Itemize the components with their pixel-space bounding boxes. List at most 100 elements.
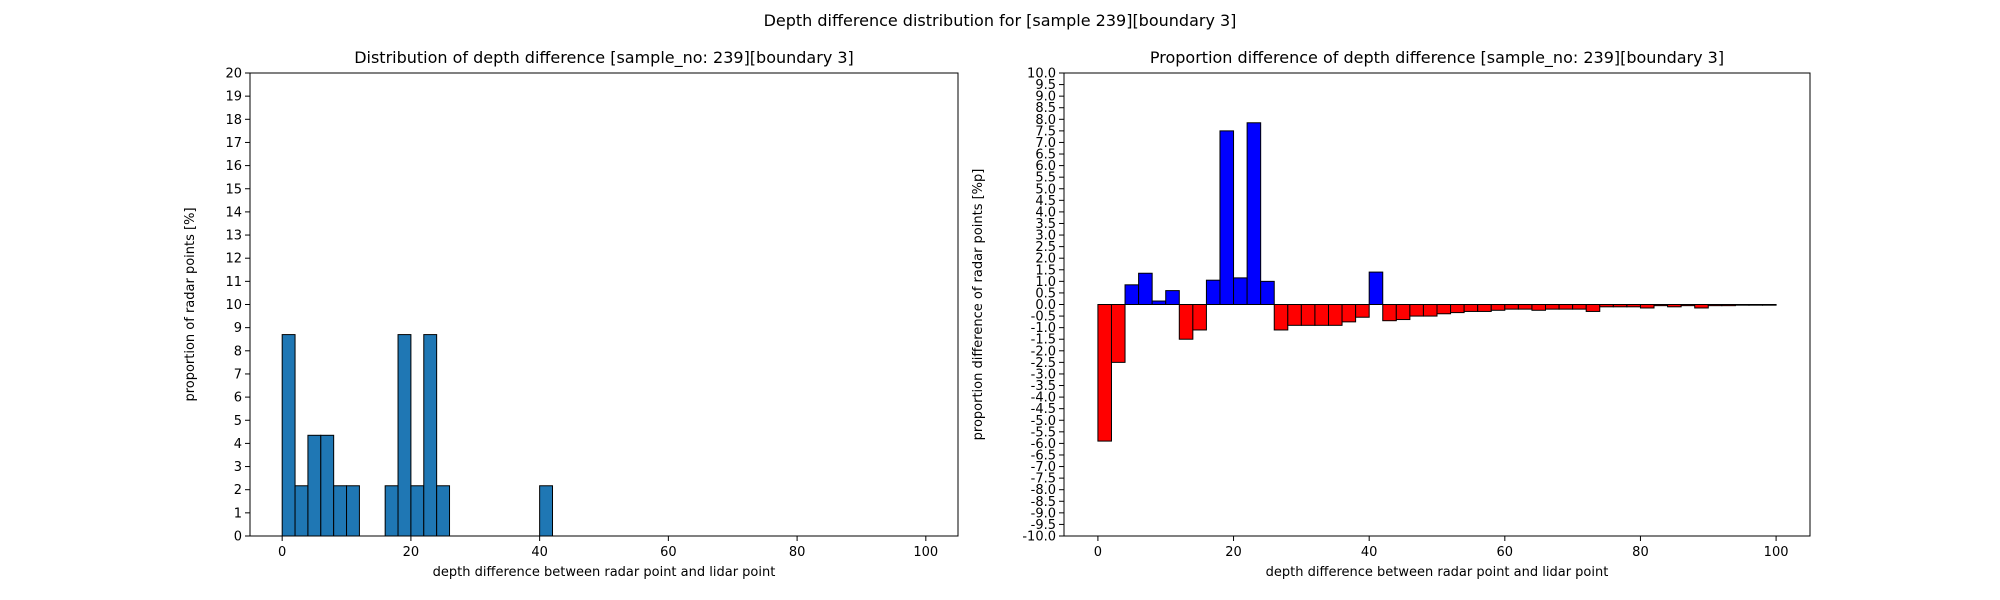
bar — [1450, 304, 1465, 314]
bar — [1287, 304, 1302, 326]
y-tick-label: -5.5 — [1031, 425, 1056, 440]
bar — [1490, 304, 1506, 311]
y-tick-label: 1 — [234, 506, 242, 521]
bar — [1504, 304, 1519, 310]
bar — [1314, 304, 1329, 326]
bar — [1205, 279, 1221, 306]
y-tick-label: 9 — [234, 321, 242, 336]
bar — [1572, 304, 1587, 310]
y-tick-label: 3.0 — [1035, 229, 1056, 244]
y-tick-label: -1.5 — [1031, 333, 1056, 348]
bar — [346, 485, 360, 537]
bar — [1639, 304, 1655, 309]
ticks-group: 0 20 40 60 80 100 -10.0-9.5-9.0-8.5-8.0-7.5-7.… — [1022, 67, 1788, 561]
bar — [1762, 304, 1777, 306]
x-tick-label: 60 — [1497, 545, 1514, 560]
bar — [1680, 304, 1696, 307]
bar — [1355, 304, 1370, 318]
y-tick-label: 7 — [234, 367, 242, 382]
y-tick-label: 5.0 — [1035, 182, 1056, 197]
bar — [281, 334, 296, 537]
x-tick-label: 0 — [278, 545, 286, 560]
bar — [294, 485, 309, 537]
x-tick-label: 100 — [1764, 545, 1789, 560]
x-tick-label: 20 — [403, 545, 420, 560]
x-axis-label: depth difference between radar point and… — [1266, 565, 1609, 580]
plot-frame — [1063, 72, 1811, 537]
y-tick-label: 0 — [234, 530, 242, 545]
bar — [1748, 304, 1764, 306]
y-tick-label: 2 — [234, 483, 242, 498]
bar — [1477, 304, 1492, 312]
bar — [1273, 304, 1289, 331]
bar — [1178, 304, 1194, 340]
y-tick-label: -4.5 — [1031, 402, 1056, 417]
y-tick-label: -2.0 — [1031, 344, 1056, 359]
x-tick-label: 0 — [1094, 545, 1102, 560]
y-tick-label: -6.0 — [1031, 437, 1056, 452]
y-tick-label: -5.0 — [1031, 414, 1056, 429]
bar — [320, 434, 335, 537]
y-tick-label: 0.0 — [1035, 298, 1056, 313]
bar — [410, 485, 425, 537]
y-tick-label: 7.5 — [1035, 124, 1056, 139]
bar — [1368, 271, 1384, 305]
x-tick-label: 40 — [1361, 545, 1378, 560]
bar — [1422, 304, 1438, 317]
bar — [1138, 272, 1153, 305]
bar — [1517, 304, 1533, 310]
y-tick-label: 9.0 — [1035, 90, 1056, 105]
bar — [1327, 304, 1343, 326]
y-tick-label: 5.5 — [1035, 171, 1056, 186]
y-tick-label: 16 — [225, 159, 242, 174]
bar — [1667, 304, 1682, 308]
chart-title: Distribution of depth difference [sample… — [354, 48, 854, 68]
y-tick-label: -10.0 — [1022, 530, 1056, 545]
ticks-group: 0 20 40 60 80 1000123456789101112131415161718… — [225, 67, 938, 561]
y-tick-label: 14 — [225, 205, 242, 220]
bar — [1436, 304, 1452, 315]
x-tick-label: 60 — [660, 545, 677, 560]
x-tick-label: 40 — [531, 545, 548, 560]
y-tick-label: 19 — [225, 90, 242, 105]
bar — [384, 485, 399, 537]
y-tick-label: -9.5 — [1031, 518, 1056, 533]
bar — [1192, 304, 1207, 331]
y-axis-label: proportion difference of radar points [%… — [971, 169, 986, 441]
bar — [333, 485, 348, 537]
y-tick-label: 17 — [225, 136, 242, 151]
bar — [1097, 304, 1112, 442]
y-tick-label: 1.0 — [1035, 275, 1056, 290]
y-tick-label: 4 — [234, 437, 242, 452]
bar — [1341, 304, 1357, 323]
x-tick-label: 100 — [913, 545, 938, 560]
y-tick-label: 12 — [225, 252, 242, 267]
y-tick-label: 5 — [234, 414, 242, 429]
figure-suptitle: Depth difference distribution for [sampl… — [764, 11, 1237, 30]
bar — [423, 334, 438, 537]
y-tick-label: -3.0 — [1031, 367, 1056, 382]
x-tick-label: 20 — [1225, 545, 1242, 560]
x-tick-label: 80 — [789, 545, 806, 560]
bar — [1653, 304, 1669, 307]
bar — [1260, 280, 1275, 306]
y-tick-label: 10 — [225, 298, 242, 313]
proportion-difference-chart: Proportion difference of depth differenc… — [971, 48, 1811, 580]
y-tick-label: -3.5 — [1031, 379, 1056, 394]
y-tick-label: 20 — [225, 67, 242, 82]
y-tick-label: 2.5 — [1035, 240, 1056, 255]
bar — [1124, 284, 1140, 306]
bar — [1246, 122, 1262, 305]
y-tick-label: 6.5 — [1035, 148, 1056, 163]
bar — [307, 434, 322, 537]
bar — [1599, 304, 1614, 308]
bars-group — [1097, 122, 1777, 442]
y-tick-label: 0.5 — [1035, 286, 1056, 301]
y-tick-label: -8.5 — [1031, 495, 1056, 510]
distribution-chart: Distribution of depth difference [sample… — [183, 48, 959, 580]
y-tick-label: 3.5 — [1035, 217, 1056, 232]
y-tick-label: 8.0 — [1035, 113, 1056, 128]
bar — [1300, 304, 1316, 326]
bar — [1463, 304, 1479, 312]
bar — [1219, 130, 1235, 305]
